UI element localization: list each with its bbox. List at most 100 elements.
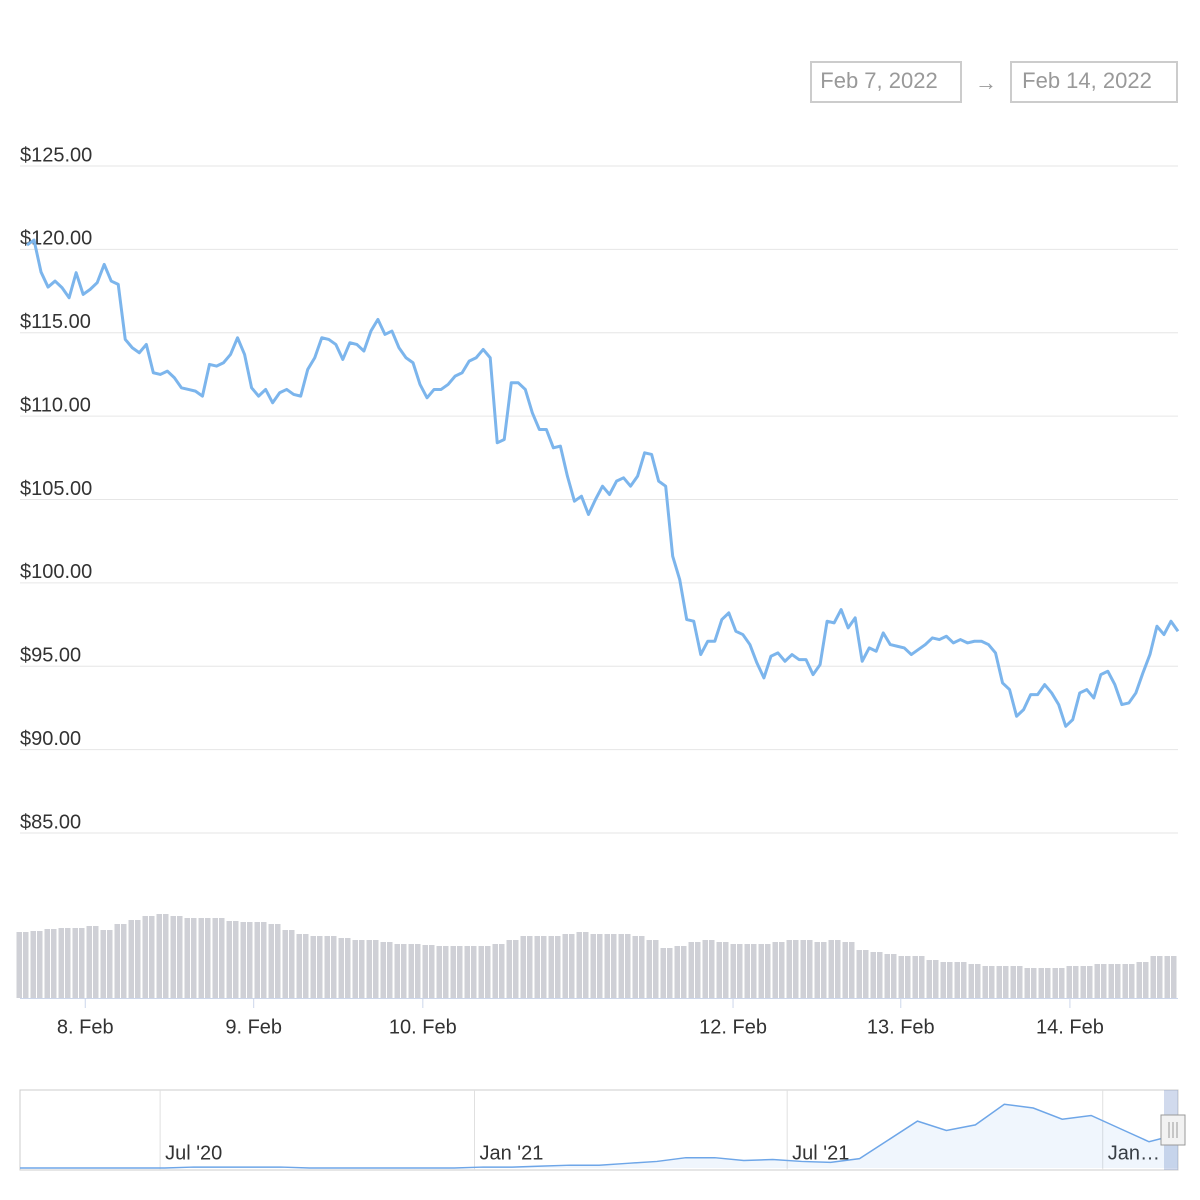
volume-bar-b [373, 940, 379, 998]
volume-bar-b [233, 921, 239, 998]
volume-bar-b [163, 914, 169, 998]
volume-bar [828, 940, 834, 998]
volume-bar [450, 946, 456, 998]
volume-bar-b [485, 946, 491, 998]
volume-bar [520, 936, 526, 998]
volume-bar-b [1101, 964, 1107, 998]
volume-bar-b [807, 940, 813, 998]
volume-bar [898, 956, 904, 998]
volume-bar-b [401, 944, 407, 998]
volume-bar [436, 946, 442, 998]
volume-bar [282, 930, 288, 998]
volume-bar-b [1115, 964, 1121, 998]
volume-bar-b [877, 952, 883, 998]
x-tick-label: 9. Feb [225, 1016, 282, 1038]
y-tick-label: $90.00 [20, 728, 81, 750]
volume-bar [44, 929, 50, 998]
volume-bar [996, 966, 1002, 998]
to-input[interactable] [1010, 61, 1178, 103]
y-tick-label: $100.00 [20, 561, 92, 583]
volume-bar [310, 936, 316, 998]
volume-bar [464, 946, 470, 998]
volume-bar [1024, 968, 1030, 998]
volume-bar [1164, 956, 1170, 998]
volume-bar-b [1157, 956, 1163, 998]
volume-bar [72, 928, 78, 998]
volume-bar-b [975, 964, 981, 998]
volume-bar-b [1031, 968, 1037, 998]
volume-bar [16, 932, 22, 998]
volume-bar [800, 940, 806, 998]
volume-bar [338, 938, 344, 998]
volume-bar-b [121, 924, 127, 998]
volume-bar-b [205, 918, 211, 998]
volume-bar [968, 964, 974, 998]
volume-bar-b [1059, 968, 1065, 998]
volume-bar-b [37, 931, 43, 998]
volume-bar [352, 940, 358, 998]
volume-bar-b [1171, 956, 1177, 998]
volume-bar-b [65, 928, 71, 998]
volume-bar-b [51, 929, 57, 998]
y-tick-label: $105.00 [20, 478, 92, 500]
volume-bar [366, 940, 372, 998]
volume-bar-b [905, 956, 911, 998]
volume-bar [198, 918, 204, 998]
volume-bar [912, 956, 918, 998]
volume-bar [758, 944, 764, 998]
volume-bar [856, 950, 862, 998]
volume-bar [982, 966, 988, 998]
volume-bar [142, 916, 148, 998]
volume-bar [156, 914, 162, 998]
volume-bar [1052, 968, 1058, 998]
volume-bar-b [177, 916, 183, 998]
volume-bar [590, 934, 596, 998]
volume-bar [114, 924, 120, 998]
volume-bar [954, 962, 960, 998]
volume-bar-b [93, 926, 99, 998]
volume-bar-b [247, 922, 253, 998]
volume-bar [1094, 964, 1100, 998]
volume-bar [688, 942, 694, 998]
from-input[interactable] [810, 61, 962, 103]
volume-bar-b [947, 962, 953, 998]
volume-bar [1136, 962, 1142, 998]
volume-bar [618, 934, 624, 998]
volume-bar [394, 944, 400, 998]
volume-bar-b [359, 940, 365, 998]
volume-bar-b [457, 946, 463, 998]
volume-bar-b [149, 916, 155, 998]
volume-bar [226, 921, 232, 998]
volume-bar [604, 934, 610, 998]
volume-bar [660, 948, 666, 998]
volume-bar-b [1017, 966, 1023, 998]
volume-bar-b [695, 942, 701, 998]
volume-bar-b [583, 932, 589, 998]
x-tick-label: 12. Feb [699, 1016, 767, 1038]
volume-bar [772, 942, 778, 998]
volume-bar [30, 931, 36, 998]
volume-bar [884, 954, 890, 998]
volume-bar [730, 944, 736, 998]
volume-bar [870, 952, 876, 998]
volume-bar-b [919, 956, 925, 998]
volume-bar [268, 924, 274, 998]
volume-bar-b [793, 940, 799, 998]
volume-bar [1010, 966, 1016, 998]
volume-bar-b [961, 962, 967, 998]
volume-bar [1150, 956, 1156, 998]
navigator-label: Jan… [1108, 1142, 1160, 1164]
volume-bar-b [331, 936, 337, 998]
volume-bar [86, 926, 92, 998]
volume-bar-b [765, 944, 771, 998]
volume-bar [646, 940, 652, 998]
navigator-label: Jul '21 [792, 1142, 849, 1164]
volume-bar-b [429, 945, 435, 998]
volume-bar-b [1143, 962, 1149, 998]
volume-bar-b [23, 932, 29, 998]
volume-bar-b [653, 940, 659, 998]
volume-bar [940, 962, 946, 998]
volume-bar-b [191, 918, 197, 998]
volume-bar [170, 916, 176, 998]
